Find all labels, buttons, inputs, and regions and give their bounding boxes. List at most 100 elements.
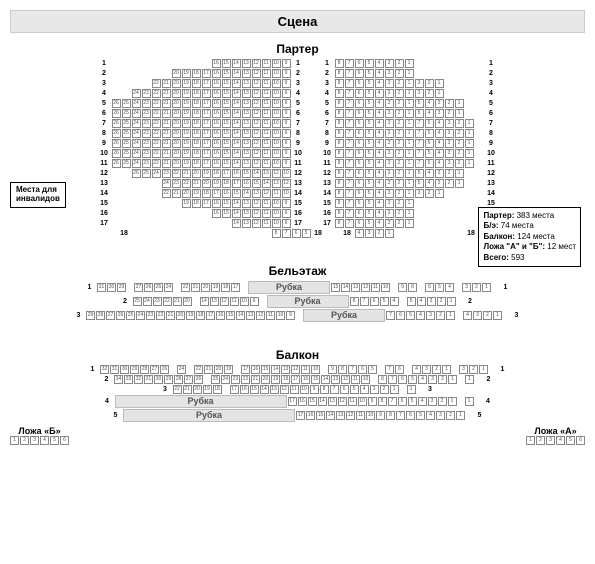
seat[interactable]: 16 bbox=[301, 375, 310, 384]
seat[interactable]: 2 bbox=[472, 283, 481, 292]
seat[interactable]: 22 bbox=[173, 385, 182, 394]
seat[interactable]: 4 bbox=[375, 169, 384, 178]
seat[interactable]: 22 bbox=[152, 119, 161, 128]
seat[interactable]: 17 bbox=[202, 129, 211, 138]
seat[interactable]: 8 bbox=[335, 199, 344, 208]
seat[interactable]: 14 bbox=[232, 219, 241, 228]
seat[interactable]: 19 bbox=[182, 89, 191, 98]
seat[interactable]: 18 bbox=[221, 283, 230, 292]
seat[interactable]: 9 bbox=[376, 411, 385, 420]
seat[interactable]: 12 bbox=[252, 119, 261, 128]
seat[interactable]: 1 bbox=[446, 311, 455, 320]
seat[interactable]: 13 bbox=[242, 129, 251, 138]
seat[interactable]: 1 bbox=[405, 99, 414, 108]
seat[interactable]: 32 bbox=[134, 375, 143, 384]
seat[interactable]: 2 bbox=[395, 179, 404, 188]
seat[interactable]: 1 bbox=[405, 189, 414, 198]
seat[interactable]: 20 bbox=[172, 149, 181, 158]
seat[interactable]: 32 bbox=[100, 365, 109, 374]
seat[interactable]: 6 bbox=[292, 229, 301, 238]
seat[interactable]: 12 bbox=[252, 99, 261, 108]
seat[interactable]: 12 bbox=[280, 385, 289, 394]
seat[interactable]: 12 bbox=[252, 199, 261, 208]
seat[interactable]: 9 bbox=[398, 283, 407, 292]
seat[interactable]: 23 bbox=[142, 99, 151, 108]
seat[interactable]: 1 bbox=[435, 89, 444, 98]
seat[interactable]: 11 bbox=[266, 311, 275, 320]
seat[interactable]: 4 bbox=[556, 436, 565, 445]
seat[interactable]: 18 bbox=[192, 109, 201, 118]
seat[interactable]: 7 bbox=[345, 169, 354, 178]
seat[interactable]: 26 bbox=[160, 365, 169, 374]
seat[interactable]: 2 bbox=[395, 89, 404, 98]
seat[interactable]: 11 bbox=[290, 385, 299, 394]
seat[interactable]: 21 bbox=[191, 283, 200, 292]
seat[interactable]: 2 bbox=[395, 109, 404, 118]
seat[interactable]: 26 bbox=[144, 283, 153, 292]
seat[interactable]: 11 bbox=[262, 209, 271, 218]
seat[interactable]: 21 bbox=[162, 139, 171, 148]
seat[interactable]: 6 bbox=[355, 189, 364, 198]
seat[interactable]: 13 bbox=[242, 139, 251, 148]
seat[interactable]: 19 bbox=[182, 109, 191, 118]
seat[interactable]: 7 bbox=[345, 89, 354, 98]
seat[interactable]: 1 bbox=[493, 311, 502, 320]
seat[interactable]: 14 bbox=[232, 119, 241, 128]
seat[interactable]: 19 bbox=[203, 385, 212, 394]
seat[interactable]: 9 bbox=[282, 219, 291, 228]
seat[interactable]: 15 bbox=[232, 189, 241, 198]
seat[interactable]: 22 bbox=[181, 283, 190, 292]
seat[interactable]: 1 bbox=[465, 397, 474, 406]
seat[interactable]: 7 bbox=[345, 139, 354, 148]
seat[interactable]: 24 bbox=[132, 89, 141, 98]
seat[interactable]: 3 bbox=[459, 365, 468, 374]
seat[interactable]: 19 bbox=[192, 189, 201, 198]
seat[interactable]: 11 bbox=[371, 283, 380, 292]
seat[interactable]: 4 bbox=[435, 149, 444, 158]
seat[interactable]: 14 bbox=[262, 179, 271, 188]
seat[interactable]: 6 bbox=[355, 199, 364, 208]
seat[interactable]: 1 bbox=[405, 149, 414, 158]
seat[interactable]: 8 bbox=[272, 229, 281, 238]
seat[interactable]: 4 bbox=[375, 179, 384, 188]
seat[interactable]: 20 bbox=[172, 159, 181, 168]
seat[interactable]: 21 bbox=[162, 109, 171, 118]
seat[interactable]: 17 bbox=[202, 149, 211, 158]
seat[interactable]: 8 bbox=[408, 283, 417, 292]
seat[interactable]: 5 bbox=[365, 119, 374, 128]
seat[interactable]: 11 bbox=[262, 69, 271, 78]
seat[interactable]: 10 bbox=[282, 189, 291, 198]
seat[interactable]: 25 bbox=[122, 109, 131, 118]
seat[interactable]: 2 bbox=[20, 436, 29, 445]
seat[interactable]: 4 bbox=[435, 139, 444, 148]
seat[interactable]: 18 bbox=[192, 69, 201, 78]
seat[interactable]: 26 bbox=[112, 99, 121, 108]
seat[interactable]: 4 bbox=[360, 385, 369, 394]
seat[interactable]: 10 bbox=[276, 311, 285, 320]
seat[interactable]: 5 bbox=[415, 179, 424, 188]
seat[interactable]: 13 bbox=[351, 283, 360, 292]
seat[interactable]: 12 bbox=[252, 209, 261, 218]
seat[interactable]: 27 bbox=[106, 311, 115, 320]
seat[interactable]: 20 bbox=[214, 365, 223, 374]
seat[interactable]: 17 bbox=[230, 385, 239, 394]
seat[interactable]: 10 bbox=[240, 297, 249, 306]
seat[interactable]: 13 bbox=[281, 365, 290, 374]
seat[interactable]: 13 bbox=[242, 159, 251, 168]
seat[interactable]: 6 bbox=[340, 385, 349, 394]
seat[interactable]: 12 bbox=[252, 219, 261, 228]
seat[interactable]: 1 bbox=[455, 169, 464, 178]
seat[interactable]: 14 bbox=[232, 159, 241, 168]
seat[interactable]: 14 bbox=[232, 79, 241, 88]
seat[interactable]: 1 bbox=[405, 59, 414, 68]
seat[interactable]: 30 bbox=[120, 365, 129, 374]
seat[interactable]: 26 bbox=[112, 109, 121, 118]
seat[interactable]: 1 bbox=[465, 159, 474, 168]
seat[interactable]: 15 bbox=[222, 129, 231, 138]
seat[interactable]: 15 bbox=[308, 397, 317, 406]
seat[interactable]: 5 bbox=[365, 129, 374, 138]
seat[interactable]: 19 bbox=[182, 159, 191, 168]
seat[interactable]: 1 bbox=[405, 219, 414, 228]
seat[interactable]: 1 bbox=[455, 109, 464, 118]
seat[interactable]: 18 bbox=[192, 79, 201, 88]
